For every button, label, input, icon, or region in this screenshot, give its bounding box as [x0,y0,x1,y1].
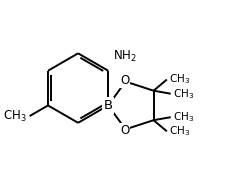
Text: CH$_3$: CH$_3$ [169,73,190,86]
Text: O: O [120,74,129,87]
Text: O: O [120,124,129,137]
Text: CH$_3$: CH$_3$ [173,87,194,101]
Text: CH$_3$: CH$_3$ [173,110,194,124]
Text: B: B [104,99,113,112]
Text: CH$_3$: CH$_3$ [3,109,27,124]
Text: B: B [104,99,113,112]
Text: NH$_2$: NH$_2$ [113,49,137,64]
Text: CH$_3$: CH$_3$ [169,124,190,138]
